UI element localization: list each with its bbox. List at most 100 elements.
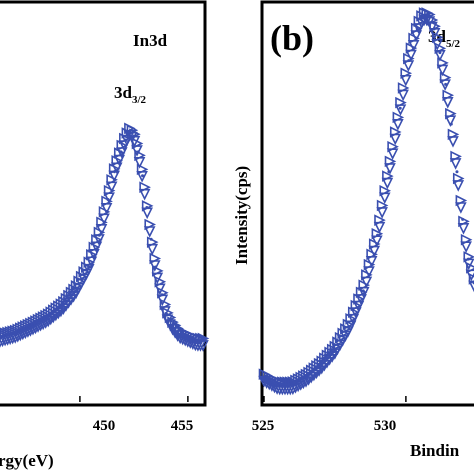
- panel-a-xtick-2: 455: [171, 418, 194, 434]
- panel-b-ylabel: Intensity(cps): [232, 166, 251, 265]
- panel-b-triangle-marker: [392, 119, 404, 131]
- panel-a-triangle-marker: [42, 315, 55, 328]
- panel-a-data-point: [177, 333, 181, 337]
- panel-b-triangle-marker: [441, 96, 454, 109]
- panel-b-triangle-marker: [357, 286, 370, 299]
- panel-a-data-point: [186, 336, 190, 340]
- panel-a-triangle-marker: [146, 243, 159, 256]
- panel-a-triangle-marker: [105, 181, 118, 194]
- panel-a-triangle-marker: [95, 224, 108, 236]
- panel-a-peak-main: 3d: [114, 83, 133, 102]
- panel-a-xlabel: rgy(eV): [0, 451, 54, 470]
- panel-b-data-point: [305, 376, 309, 380]
- panel-b-triangle-marker: [439, 79, 451, 91]
- panel-b-triangle-marker: [457, 223, 470, 235]
- panel-b-triangle-marker: [360, 276, 373, 289]
- panel-a-triangle-marker: [116, 147, 128, 159]
- panel-a-triangle-marker: [98, 213, 110, 226]
- panel-b-triangle-marker: [402, 60, 415, 72]
- panel-a-triangle-marker: [138, 188, 151, 201]
- panel-a-triangle-marker: [100, 203, 113, 215]
- panel-b-letter: (b): [270, 18, 314, 58]
- panel-b-triangle-marker: [447, 136, 459, 148]
- panel-b-data-point: [290, 384, 294, 388]
- panel-a-data-point: [153, 265, 157, 269]
- panel-a-data-point: [136, 150, 140, 154]
- panel-b-triangle-marker: [376, 207, 388, 219]
- panel-a-data-point: [97, 233, 101, 237]
- panel-a-triangle-marker: [83, 263, 95, 276]
- panel-a-triangle-marker: [143, 226, 156, 238]
- panel-a-triangle-marker: [85, 256, 98, 269]
- panel-b-data-point: [319, 364, 323, 368]
- panel-a-data-point: [145, 205, 149, 209]
- panel-b-data-point: [407, 59, 411, 63]
- panel-b-triangle-marker: [460, 241, 472, 253]
- panel-b-triangle-marker: [365, 256, 378, 268]
- panel-b-data-point: [347, 325, 351, 329]
- panel-a-data-point: [13, 333, 17, 337]
- panel-b-triangle-marker: [399, 74, 412, 87]
- panel-a-frame: [0, 0, 207, 407]
- panel-b-data-point: [361, 289, 365, 293]
- panel-a-data-point: [164, 313, 168, 317]
- panel-a-data-point: [141, 174, 145, 178]
- panel-a-triangle-marker: [50, 309, 62, 322]
- panel-a-data-point: [46, 317, 50, 321]
- panel-b-data-point: [421, 15, 425, 19]
- panel-a-triangle-marker: [197, 340, 209, 352]
- panel-b-triangle-marker: [355, 294, 367, 306]
- panel-a-triangle-marker: [0, 336, 6, 348]
- panel-b-triangle-marker: [397, 89, 409, 102]
- panel-b-triangle-marker: [444, 115, 457, 127]
- panel-a-triangle-marker: [113, 154, 126, 167]
- panel-a-data-point: [149, 237, 153, 241]
- panel-a-data-point: [74, 289, 78, 293]
- panel-b-xtick-1: 525: [252, 418, 275, 434]
- panel-a-triangle-marker: [133, 157, 146, 169]
- panel-a-triangle-marker: [52, 307, 65, 320]
- panel-b-data-point: [427, 15, 431, 19]
- panel-b-triangle-marker: [347, 313, 360, 326]
- panel-b-triangle-marker: [407, 40, 420, 52]
- panel-a-data-point: [123, 138, 127, 142]
- panel-a-triangle-marker: [103, 192, 115, 204]
- panel-a-triangle-marker: [88, 248, 100, 261]
- panel-a-data-point: [128, 130, 132, 134]
- panel-a-data-point: [199, 340, 203, 344]
- panel-b-triangle-marker: [449, 158, 462, 170]
- panel-b-xlabel: Bindin: [410, 441, 460, 460]
- panel-a-data-point: [132, 134, 136, 138]
- panel-a-triangle-marker: [110, 162, 123, 175]
- panel-a-data-point: [30, 325, 34, 329]
- panel-a-triangle-marker: [136, 171, 148, 183]
- panel-a-data-point: [112, 170, 116, 174]
- panel-b-triangle-marker: [386, 148, 399, 160]
- panel-b-triangle-marker: [434, 50, 446, 62]
- panel-b-triangle-marker: [455, 202, 467, 214]
- panel-a-data-point: [195, 340, 199, 344]
- panel-b-triangle-marker: [368, 245, 381, 258]
- panel-b-peak-sub: 5/2: [446, 38, 461, 50]
- panel-a-triangle-marker: [90, 241, 103, 254]
- panel-b-triangle-marker: [405, 49, 417, 62]
- panel-b-data-point: [376, 233, 380, 237]
- panel-a-data-point: [119, 150, 123, 154]
- panel-b-triangle-marker: [468, 280, 474, 293]
- panel-b-plot-area: [258, 7, 474, 402]
- panel-b-data-point: [333, 348, 337, 352]
- panel-b-data-point: [398, 106, 402, 110]
- panel-b-triangle-marker: [436, 64, 449, 77]
- panel-b-triangle-marker: [350, 307, 362, 319]
- panel-b-data-point: [387, 170, 391, 174]
- panel-b-data-point: [262, 376, 266, 380]
- panel-b-data-point: [444, 82, 448, 86]
- panel-b-triangle-marker: [389, 133, 402, 146]
- panel-a-triangle-marker: [141, 207, 153, 220]
- panel-a-triangle-marker: [47, 311, 60, 324]
- panel-b-triangle-marker: [384, 163, 396, 175]
- panel-b-triangle-marker: [363, 266, 375, 278]
- panel-b-triangle-marker: [394, 104, 407, 116]
- panel-a-title: In3d: [133, 31, 168, 50]
